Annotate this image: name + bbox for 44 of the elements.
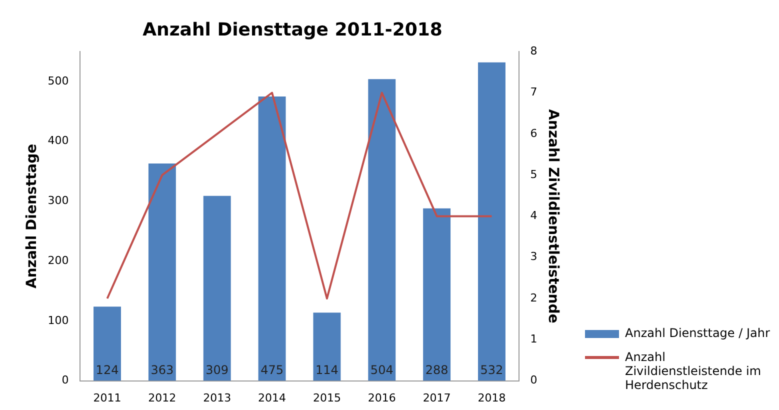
y2-tick-label: 3 (530, 250, 538, 264)
data-label: 114 (316, 362, 338, 377)
x-tick-label: 2011 (93, 391, 122, 404)
chart-title: Anzahl Diensttage 2011-2018 (142, 19, 442, 40)
data-label: 124 (96, 362, 119, 377)
y2-tick-label: 2 (530, 291, 538, 304)
legend-label: Anzahl Zivildienstleistende im Herdenschutz (625, 350, 762, 392)
data-label: 532 (480, 362, 504, 377)
y-tick-label: 500 (48, 74, 69, 88)
y2-tick-label: 0 (530, 374, 538, 387)
x-tick-label: 2013 (203, 391, 232, 404)
y2-tick-label: 6 (530, 126, 538, 140)
bar (203, 196, 231, 381)
legend-label: Anzahl Diensttage / Jahr (625, 326, 770, 340)
y-tick-label: 200 (48, 254, 69, 267)
y2-axis-title: Anzahl Zivildienstleistende (544, 109, 561, 324)
y-tick-label: 0 (62, 374, 69, 387)
x-tick-label: 2017 (422, 391, 451, 404)
y2-tick-label: 4 (530, 209, 538, 222)
x-tick-label: 2014 (258, 391, 286, 404)
data-label: 504 (370, 362, 394, 377)
y-axis-title: Anzahl Diensttage (24, 144, 40, 289)
bar (368, 79, 396, 381)
y-tick-label: 300 (48, 194, 69, 208)
y2-tick-label: 8 (530, 44, 538, 58)
y2-tick-label: 7 (530, 86, 538, 99)
bar (313, 312, 341, 381)
y-tick-label: 400 (48, 134, 69, 148)
data-label: 309 (206, 362, 229, 377)
bar (478, 62, 506, 381)
x-tick-label: 2018 (478, 391, 506, 404)
y2-tick-label: 1 (530, 332, 538, 346)
y-tick-label: 100 (48, 314, 69, 327)
x-tick-label: 2012 (148, 391, 176, 404)
data-label: 288 (425, 362, 448, 377)
bar (148, 164, 176, 381)
data-label: 363 (150, 362, 174, 377)
data-label: 475 (260, 362, 284, 377)
bar (423, 208, 451, 381)
bar (94, 306, 121, 381)
x-tick-label: 2016 (368, 391, 396, 404)
bar (258, 96, 286, 381)
y2-tick-label: 5 (530, 168, 538, 181)
x-tick-label: 2015 (312, 391, 341, 404)
